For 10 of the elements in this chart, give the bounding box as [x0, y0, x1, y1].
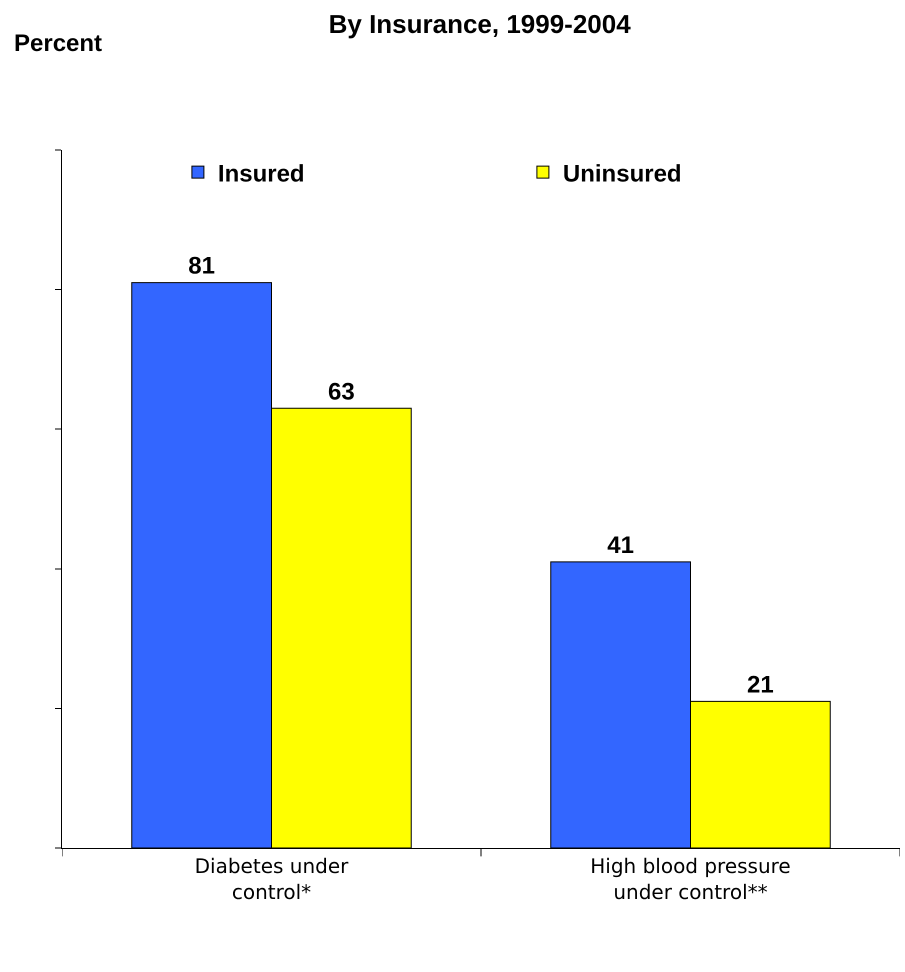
chart-title: By Insurance, 1999-2004: [328, 8, 632, 39]
x-tick-label: High blood pressure under control**: [590, 854, 791, 904]
data-label: 81: [188, 252, 215, 280]
data-label: 41: [607, 532, 634, 559]
data-label: 63: [328, 378, 355, 406]
data-label: 21: [747, 671, 774, 698]
x-tick-label: Diabetes under control*: [194, 854, 350, 904]
y-axis-title: Percent: [14, 30, 102, 57]
legend-label: Insured: [218, 160, 305, 188]
legend-label: Uninsured: [562, 160, 682, 188]
